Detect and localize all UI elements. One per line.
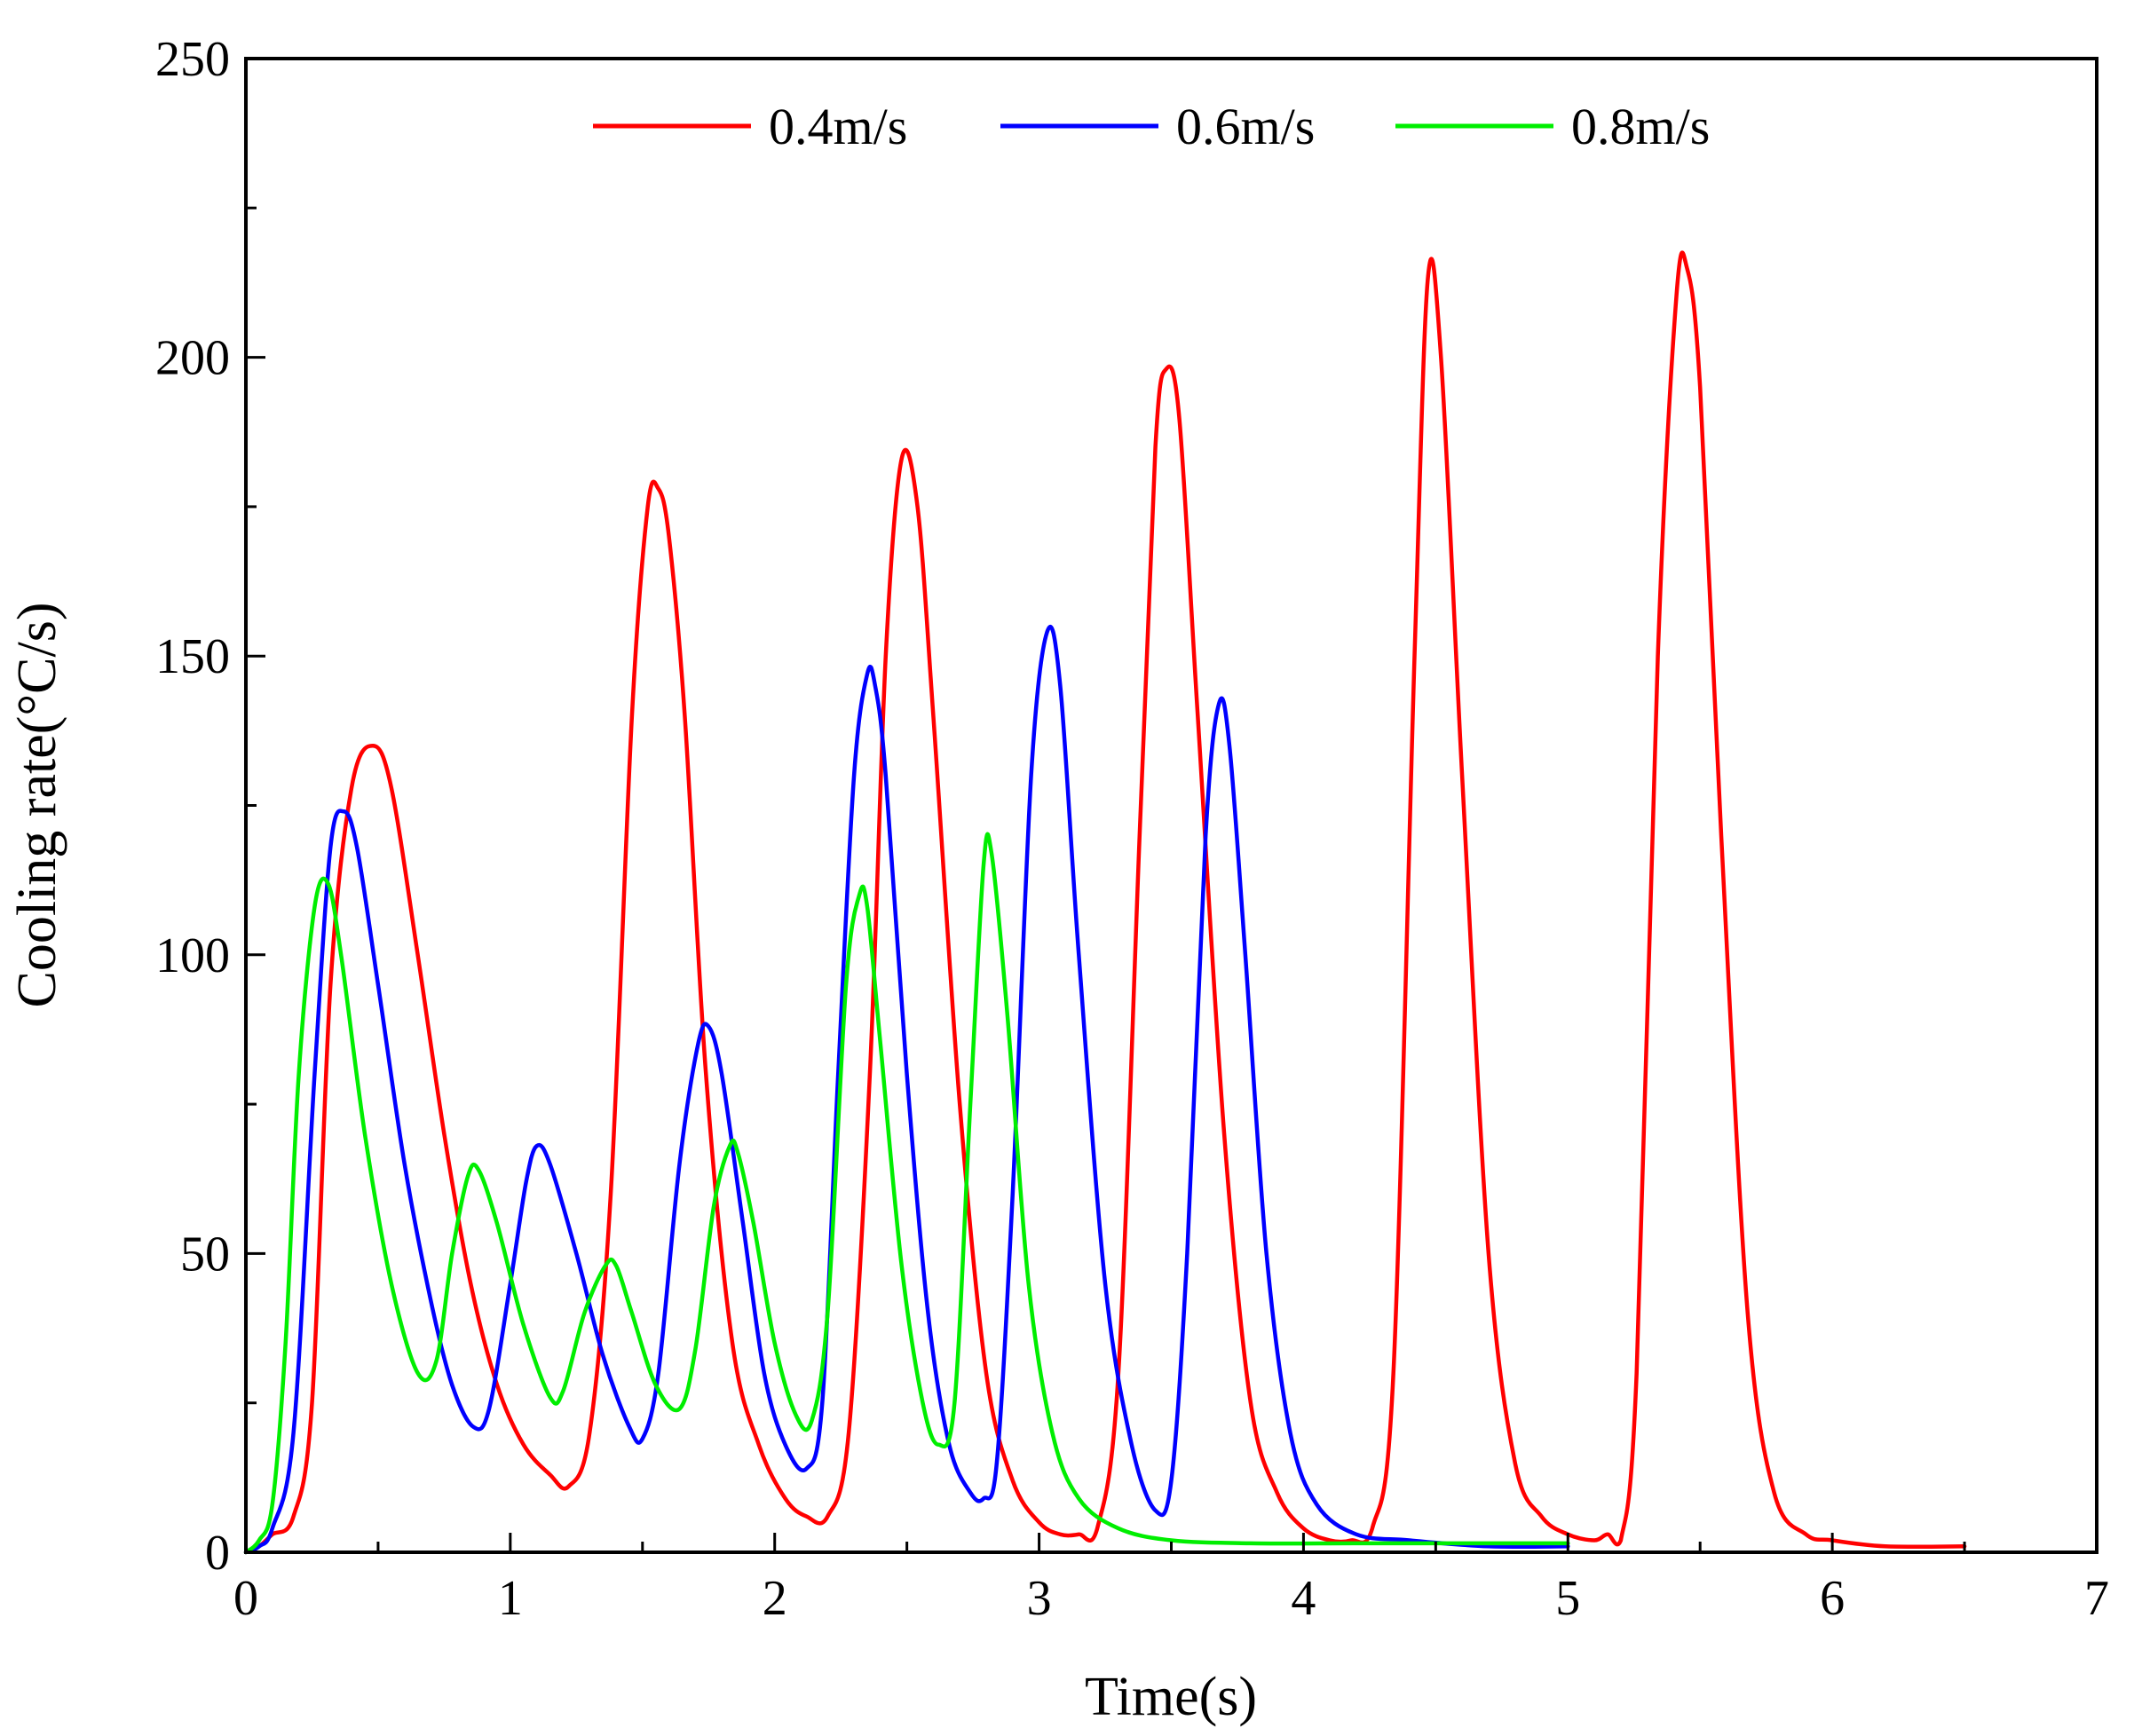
x-tick-label: 1 xyxy=(498,1571,523,1626)
y-tick-label: 0 xyxy=(205,1526,230,1581)
x-tick-label: 2 xyxy=(763,1571,787,1626)
series-line-1 xyxy=(243,250,1967,1555)
x-tick-label: 4 xyxy=(1291,1571,1316,1626)
x-tick-label: 0 xyxy=(233,1571,258,1626)
legend-label-1: 0.4m/s xyxy=(769,98,907,155)
y-tick-label: 250 xyxy=(155,32,230,87)
y-tick-label: 150 xyxy=(155,629,230,684)
ticks-layer: 0 1 2 3 4 5 6 7 0 50 100 150 200 250 xyxy=(155,32,2109,1626)
x-axis-title: Time(s) xyxy=(1085,1667,1257,1727)
legend: 0.4m/s 0.6m/s 0.8m/s xyxy=(593,98,1710,155)
x-tick-label: 3 xyxy=(1027,1571,1052,1626)
y-tick-label: 50 xyxy=(180,1227,230,1282)
series-line-2 xyxy=(243,625,1570,1555)
x-tick-label: 5 xyxy=(1555,1571,1580,1626)
y-tick-label: 200 xyxy=(155,331,230,386)
x-tick-label: 7 xyxy=(2084,1571,2109,1626)
x-tick-label: 6 xyxy=(1820,1571,1845,1626)
series-line-3 xyxy=(243,832,1570,1555)
series-layer xyxy=(243,250,1967,1555)
y-tick-label: 100 xyxy=(155,928,230,983)
legend-label-2: 0.6m/s xyxy=(1176,98,1315,155)
y-axis-title: Cooling rate(°C/s) xyxy=(7,602,67,1007)
legend-label-3: 0.8m/s xyxy=(1571,98,1710,155)
